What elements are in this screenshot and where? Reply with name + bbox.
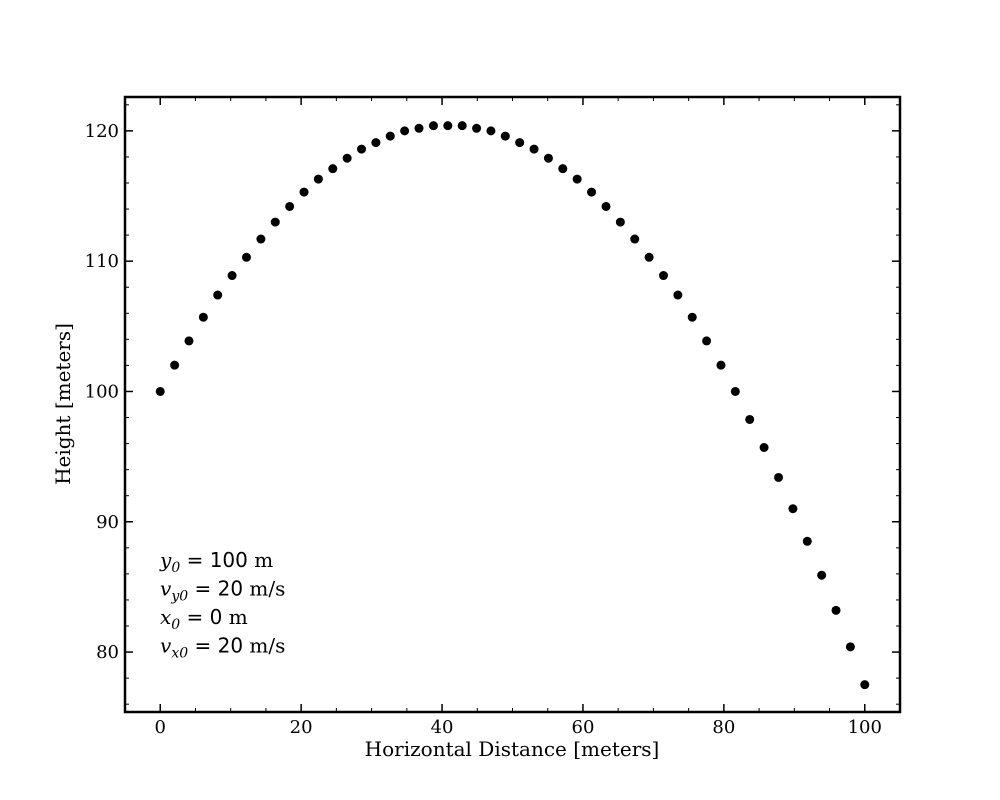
data-point <box>845 642 855 652</box>
data-point <box>414 123 424 133</box>
data-point <box>184 336 194 346</box>
x-tick-label: 100 <box>848 717 882 738</box>
data-point <box>615 217 625 227</box>
data-point <box>673 290 683 300</box>
data-point <box>716 360 726 370</box>
data-point <box>472 123 482 133</box>
data-point <box>400 126 410 136</box>
data-point <box>702 336 712 346</box>
annotation-line: vy0 = 20 m/s <box>160 577 285 605</box>
annotation-line: y0 = 100 m <box>159 548 273 576</box>
x-tick-label: 80 <box>712 717 735 738</box>
data-point <box>241 252 251 262</box>
y-tick-label: 110 <box>85 251 119 272</box>
annotation-line: x0 = 0 m <box>160 605 248 633</box>
x-tick-label: 20 <box>290 717 313 738</box>
data-point <box>630 234 640 244</box>
data-point <box>788 504 798 514</box>
x-tick-label: 0 <box>155 717 166 738</box>
x-tick-label: 40 <box>431 717 454 738</box>
y-axis-label: Height [meters] <box>51 323 75 485</box>
x-axis-label: Horizontal Distance [meters] <box>365 737 660 761</box>
data-point <box>198 312 208 322</box>
data-point <box>687 312 697 322</box>
data-point <box>313 174 323 184</box>
data-point <box>759 442 769 452</box>
data-point <box>860 680 870 690</box>
data-point <box>299 187 309 197</box>
data-point <box>428 121 438 131</box>
data-point <box>587 187 597 197</box>
data-point <box>730 386 740 396</box>
data-point <box>572 174 582 184</box>
data-point <box>213 290 223 300</box>
data-point <box>371 138 381 148</box>
data-point <box>831 605 841 615</box>
data-point <box>457 121 467 131</box>
data-point <box>342 153 352 163</box>
data-point <box>745 414 755 424</box>
y-tick-label: 120 <box>85 121 119 142</box>
data-point <box>270 217 280 227</box>
data-point <box>515 138 525 148</box>
data-point <box>601 201 611 211</box>
data-points <box>155 121 870 690</box>
data-point <box>486 126 496 136</box>
data-point <box>155 386 165 396</box>
data-point <box>558 164 568 174</box>
y-tick-label: 80 <box>96 642 119 663</box>
data-point <box>170 360 180 370</box>
data-point <box>529 144 539 154</box>
data-point <box>658 271 668 281</box>
data-point <box>543 153 553 163</box>
y-tick-label: 100 <box>85 381 119 402</box>
annotation-line: vx0 = 20 m/s <box>160 634 285 662</box>
data-point <box>328 164 338 174</box>
data-point <box>357 144 367 154</box>
data-point <box>227 271 237 281</box>
data-point <box>644 252 654 262</box>
x-tick-label: 60 <box>572 717 595 738</box>
data-point <box>774 472 784 482</box>
y-tick-label: 90 <box>96 512 119 533</box>
data-point <box>385 131 395 141</box>
data-point <box>256 234 266 244</box>
plot-frame <box>123 95 902 714</box>
data-point <box>285 201 295 211</box>
data-point <box>817 570 827 580</box>
data-point <box>802 536 812 546</box>
data-point <box>443 121 453 131</box>
data-point <box>500 131 510 141</box>
axis-ticks: 0 20 40 60 80 100 80 90 100 110 120 <box>85 97 901 738</box>
